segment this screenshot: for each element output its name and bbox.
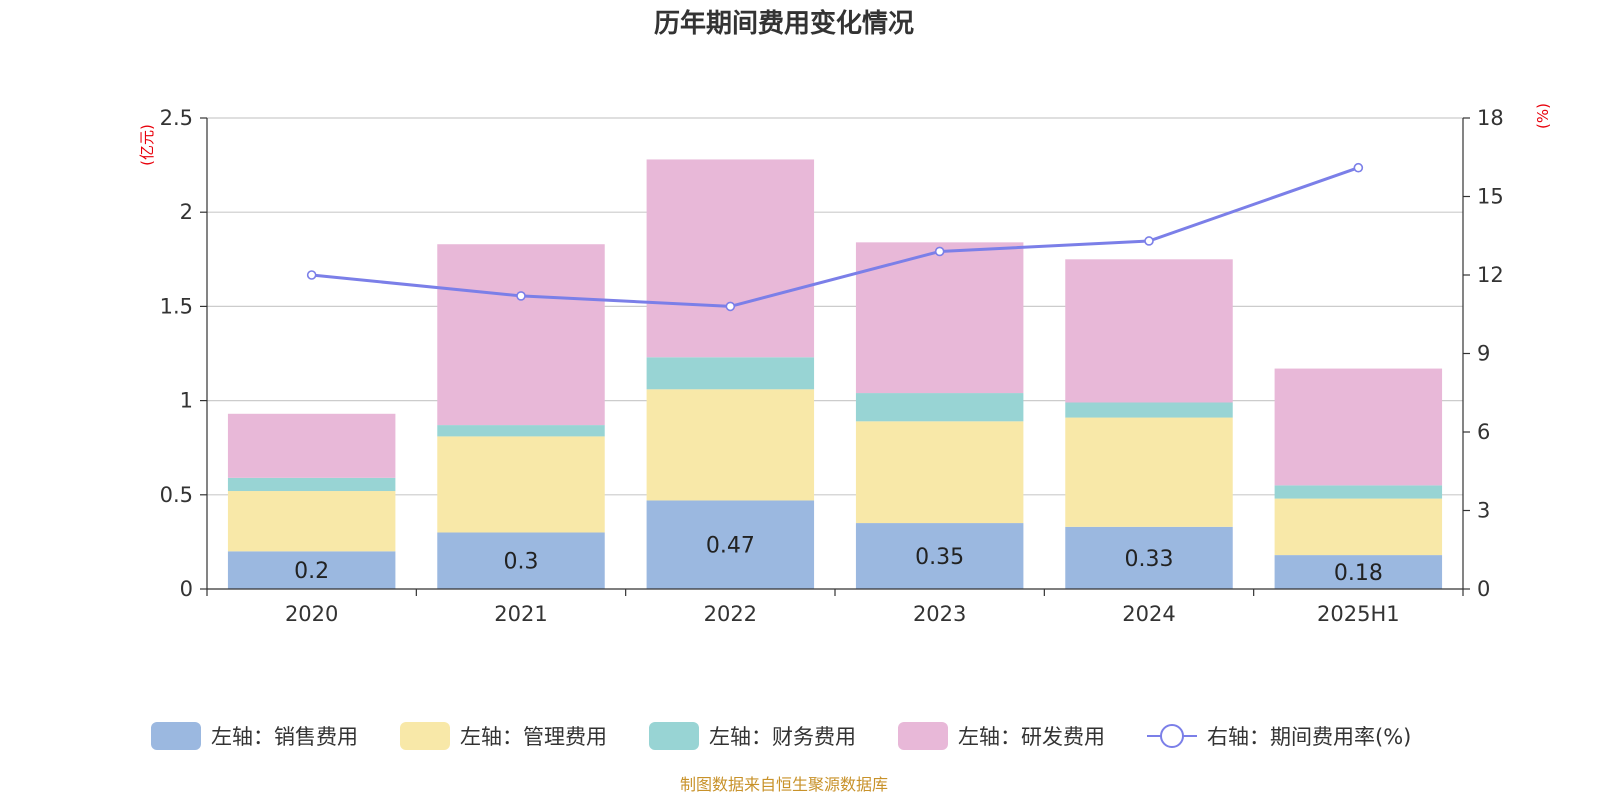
bar-data-label: 0.3 — [504, 550, 539, 575]
bar-segment — [646, 389, 815, 501]
bar-segment — [646, 159, 815, 358]
left-axis-unit: (亿元) — [138, 124, 156, 166]
bar-segment — [437, 436, 605, 533]
bar-segment — [646, 357, 815, 390]
bar-segment — [437, 532, 605, 589]
bar-data-label: 0.47 — [706, 534, 755, 559]
left-axis-tick-label: 2 — [180, 200, 193, 224]
bar-segment — [646, 500, 815, 589]
legend-marker-icon — [1160, 724, 1184, 748]
rate-line — [311, 166, 1359, 308]
legend-label: 左轴：财务费用 — [709, 725, 856, 749]
bar-data-label: 0.35 — [915, 545, 964, 570]
x-axis-tick-label: 2020 — [285, 602, 338, 626]
bar-data-label: 0.2 — [294, 559, 329, 584]
bar-segment — [227, 491, 396, 552]
axes: 0 0.5 1 1.5 2 2.5 0 3 6 9 12 15 18 2020 2021 2022 2023 20… — [160, 106, 1504, 626]
bar-segment — [1274, 485, 1443, 499]
bar-segment — [227, 477, 396, 492]
bar-data-label: 0.33 — [1125, 547, 1174, 572]
right-axis-tick-label: 0 — [1477, 577, 1490, 601]
x-axis-tick-label: 2023 — [913, 602, 966, 626]
x-axis-tick-label: 2025H1 — [1317, 602, 1400, 626]
rate-point — [306, 270, 317, 280]
legend-label: 左轴：研发费用 — [958, 725, 1105, 749]
bar-segment — [227, 551, 396, 589]
legend-swatch — [649, 722, 699, 750]
right-axis-tick-label: 9 — [1477, 342, 1490, 366]
x-axis-tick-label: 2024 — [1122, 602, 1175, 626]
right-axis-tick-label: 6 — [1477, 420, 1490, 444]
left-axis-tick-label: 2.5 — [160, 106, 193, 130]
bar-segment — [437, 425, 605, 437]
bar-data-label: 0.18 — [1334, 561, 1383, 586]
rate-line-series — [306, 162, 1364, 312]
legend-label: 右轴：期间费用率(%) — [1207, 725, 1411, 749]
legend-label: 左轴：销售费用 — [211, 725, 358, 749]
data-labels: 0.2 0.3 0.47 0.35 0.33 0.18 — [294, 534, 1383, 586]
grid-lines — [207, 117, 1463, 496]
bar-segment — [855, 421, 1024, 524]
bar-series — [227, 159, 1443, 589]
rate-point — [725, 301, 736, 312]
bar-segment — [855, 523, 1024, 589]
legend: 左轴：销售费用 左轴：管理费用 左轴：财务费用 左轴：研发费用 右轴：期间费用率(%) — [151, 722, 1411, 750]
chart-title: 历年期间费用变化情况 — [654, 8, 914, 39]
bar-segment — [227, 413, 396, 478]
right-axis-unit: (%) — [1534, 103, 1552, 129]
left-axis-tick-label: 0 — [180, 577, 193, 601]
left-axis-tick-label: 0.5 — [160, 483, 193, 507]
source-note: 制图数据来自恒生聚源数据库 — [680, 775, 888, 794]
bar-segment — [855, 393, 1024, 422]
rate-point — [934, 246, 945, 257]
x-axis-tick-label: 2022 — [704, 602, 757, 626]
left-axis-tick-label: 1.5 — [160, 294, 193, 318]
bar-segment — [1065, 259, 1233, 403]
bar-segment — [1065, 417, 1233, 527]
x-axis-tick-label: 2021 — [494, 602, 547, 626]
rate-point — [516, 291, 526, 301]
bar-segment — [1065, 526, 1233, 589]
bar-segment — [1274, 368, 1443, 486]
right-axis-tick-label: 18 — [1477, 106, 1504, 130]
legend-swatch — [400, 722, 450, 750]
legend-swatch — [898, 722, 948, 750]
rate-point — [1144, 236, 1154, 246]
rate-point — [1353, 162, 1364, 173]
legend-label: 左轴：管理费用 — [460, 725, 607, 749]
left-axis-tick-label: 1 — [180, 389, 193, 413]
bar-segment — [437, 244, 605, 426]
bar-segment — [1274, 498, 1443, 556]
bar-segment — [1065, 402, 1233, 418]
bar-segment — [1274, 555, 1443, 589]
right-axis-tick-label: 12 — [1477, 263, 1504, 287]
right-axis-tick-label: 3 — [1477, 499, 1490, 523]
bar-segment — [855, 242, 1024, 394]
right-axis-tick-label: 15 — [1477, 185, 1504, 209]
legend-swatch — [151, 722, 201, 750]
